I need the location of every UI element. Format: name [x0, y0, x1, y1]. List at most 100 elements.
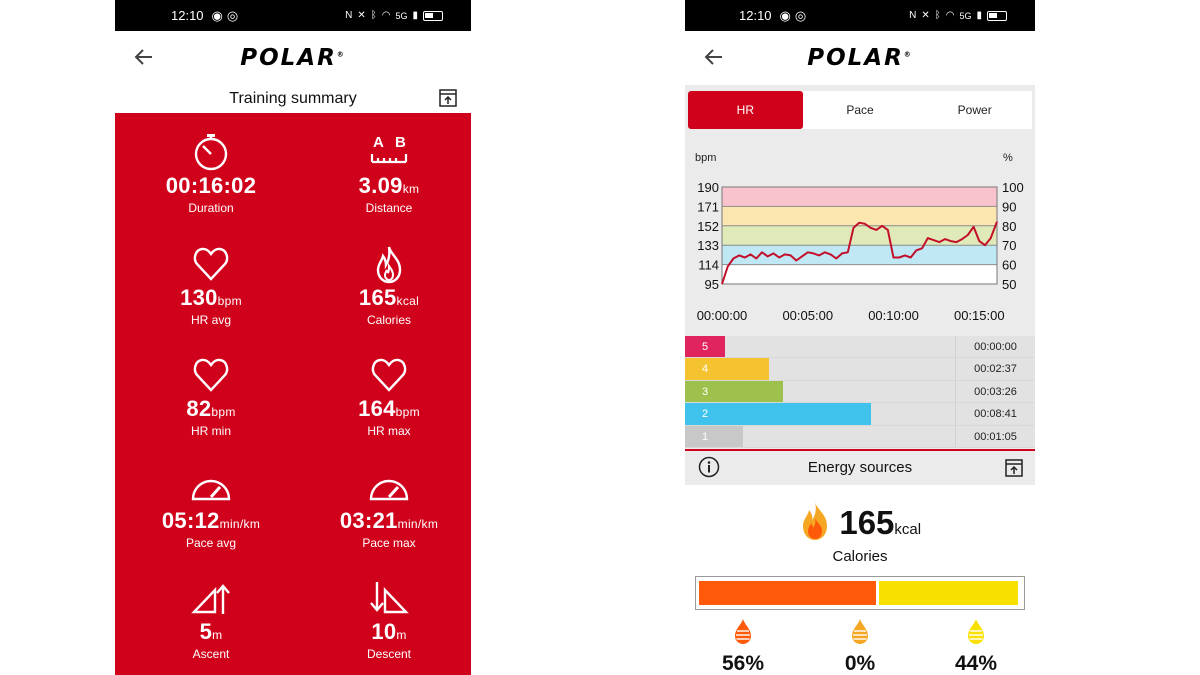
fat-drop-icon [968, 619, 984, 644]
protein-drop-icon [852, 619, 868, 644]
metric-calories: 165kcal Calories [300, 244, 471, 327]
zone-band-3 [722, 225, 997, 246]
nfc-icon: N [909, 10, 917, 21]
hotspot-icon: ◎ [794, 7, 807, 23]
zone-duration: 00:00:00 [955, 336, 1035, 358]
metric-value: 10m [371, 619, 407, 644]
flame-icon [802, 502, 827, 540]
battery-icon [423, 10, 443, 21]
metric-hr-min: 82bpm HR min [122, 355, 300, 438]
battery-icon [987, 10, 1007, 21]
tab-pace[interactable]: Pace [846, 103, 874, 117]
metric-hr-max: 164bpm HR max [300, 355, 471, 438]
chart-tabs: HR Pace Power [688, 91, 1032, 129]
metric-label: Distance [365, 201, 413, 215]
messenger-icon: ◉ [779, 7, 791, 23]
metric-distance: A B 3.09km Distance [300, 132, 471, 215]
metric-unit: bpm [217, 293, 242, 308]
y-tick-label: 171 [697, 199, 719, 214]
zone-row-1: 1 00:01:05 [685, 425, 1035, 448]
polar-logo: POLAR® [807, 45, 913, 71]
y2-tick-label: 90 [1002, 199, 1016, 214]
bluetooth-icon: ᛒ [370, 10, 377, 21]
y2-tick-label: 80 [1002, 219, 1016, 234]
zone-band-5 [722, 187, 997, 207]
metric-value: 5m [199, 619, 223, 644]
tab-power[interactable]: Power [957, 103, 992, 117]
hr-zones: 5 00:00:00 4 00:02:37 3 00:03:26 2 00:08:41 1 00:… [685, 336, 1035, 448]
heart-icon [300, 355, 471, 395]
y-tick-label: 95 [705, 277, 719, 292]
summary-panel: 00:16:02 Duration A B 3.09km Distance 130bpm HR… [115, 113, 471, 675]
zone-number: 5 [685, 336, 725, 358]
metric-unit: kcal [396, 293, 420, 308]
metric-value: 05:12min/km [161, 507, 261, 533]
energy-percent: 0% [844, 652, 876, 675]
metric-value: 164bpm [358, 396, 420, 421]
energy-sources-title: Energy sources [807, 459, 913, 476]
network-label: 5G [959, 10, 972, 21]
heart-icon [122, 355, 300, 395]
wifi-icon: ◠ [945, 10, 955, 21]
metric-label: HR max [367, 424, 411, 438]
metric-unit: bpm [211, 405, 236, 419]
y-tick-label: 190 [697, 180, 719, 195]
gauge-icon [122, 467, 300, 507]
svg-text:A: A [373, 134, 384, 151]
stopwatch-icon [122, 132, 300, 172]
metric-unit: min/km [397, 516, 439, 531]
metric-value: 82bpm [186, 396, 236, 421]
metric-unit: m [212, 628, 223, 642]
status-time: 12:10 [171, 8, 204, 23]
zone-row-4: 4 00:02:37 [685, 358, 1035, 381]
metric-unit: min/km [219, 516, 261, 531]
metric-duration: 00:16:02 Duration [122, 132, 300, 215]
mute-icon: ✕ [357, 10, 366, 21]
metric-label: HR avg [190, 312, 231, 327]
metric-descent: 10m Descent [300, 578, 471, 661]
metric-label: Ascent [192, 647, 230, 661]
training-summary-screen: 12:10 ◉ ◎ N ✕ ᛒ ◠ 5G ▮ POLAR® Training s… [115, 0, 471, 675]
hr-chart: bpm% 190 171 152 133 114 95 100 90 80 70 60 50 00:00:… [685, 140, 1035, 330]
x-tick-label: 00:15:00 [954, 308, 1005, 323]
hr-line [721, 221, 998, 285]
app-bar: POLAR® [115, 31, 471, 85]
export-icon[interactable] [439, 89, 457, 107]
gauge-icon [300, 467, 471, 507]
metric-label: Pace avg [185, 535, 237, 550]
info-icon[interactable] [698, 456, 720, 478]
status-bar: 12:10 ◉ ◎ N ✕ ᛒ ◠ 5G ▮ [115, 0, 471, 31]
metric-value: 3.09km [358, 173, 420, 198]
calories-value: 165 [839, 504, 895, 541]
zone-duration: 00:08:41 [955, 403, 1035, 425]
y-axis-label: bpm [695, 152, 716, 164]
calories-label: Calories [832, 548, 888, 565]
hr-chart-svg: bpm % 190 171 152 133 114 95 100 90 80 70 60 50 00:00:… [695, 152, 1024, 323]
metric-label: Calories [366, 312, 411, 327]
zone-band-2 [722, 245, 997, 265]
y2-tick-label: 100 [1002, 180, 1024, 195]
metric-value: 130bpm [180, 284, 242, 310]
energy-segment-0 [699, 581, 877, 605]
back-arrow-icon[interactable] [133, 46, 155, 68]
metric-ascent: 5m Ascent [122, 578, 300, 661]
tab-hr[interactable]: HR [688, 91, 803, 129]
zone-band-4 [722, 206, 997, 226]
y-tick-label: 114 [698, 258, 719, 273]
flame-icon [300, 244, 471, 284]
y2-tick-label: 60 [1002, 258, 1016, 273]
app-bar: POLAR® [685, 31, 1035, 85]
metric-unit: bpm [395, 405, 420, 419]
back-arrow-icon[interactable] [703, 46, 725, 68]
page-title: Training summary [229, 90, 357, 107]
nfc-icon: N [345, 10, 353, 21]
export-icon[interactable] [1005, 459, 1023, 477]
metric-unit: km [402, 182, 420, 196]
bluetooth-icon: ᛒ [934, 10, 941, 21]
energy-sources-bar [695, 576, 1025, 610]
zone-number: 2 [685, 403, 725, 425]
y2-axis-label: % [1003, 152, 1013, 164]
plot-frame [721, 186, 998, 285]
zone-number: 4 [685, 358, 725, 380]
ascent-icon [122, 578, 300, 618]
